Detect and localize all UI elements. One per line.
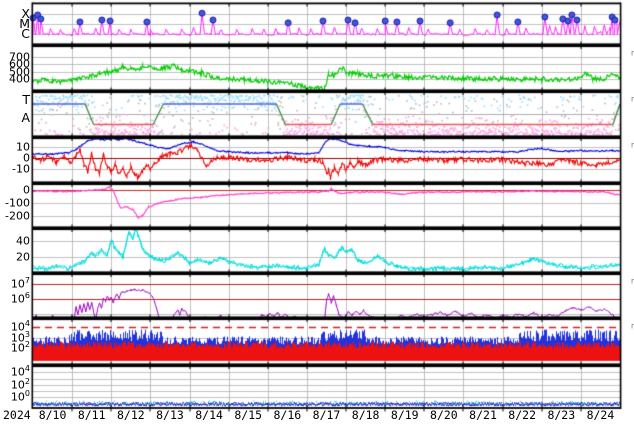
chart-canvas — [0, 0, 634, 424]
solar-terrestrial-activity-chart: 2024 X M C 700 600 500 400 T A 10 0 -10 0 -100 -200 40 2… — [0, 0, 634, 424]
